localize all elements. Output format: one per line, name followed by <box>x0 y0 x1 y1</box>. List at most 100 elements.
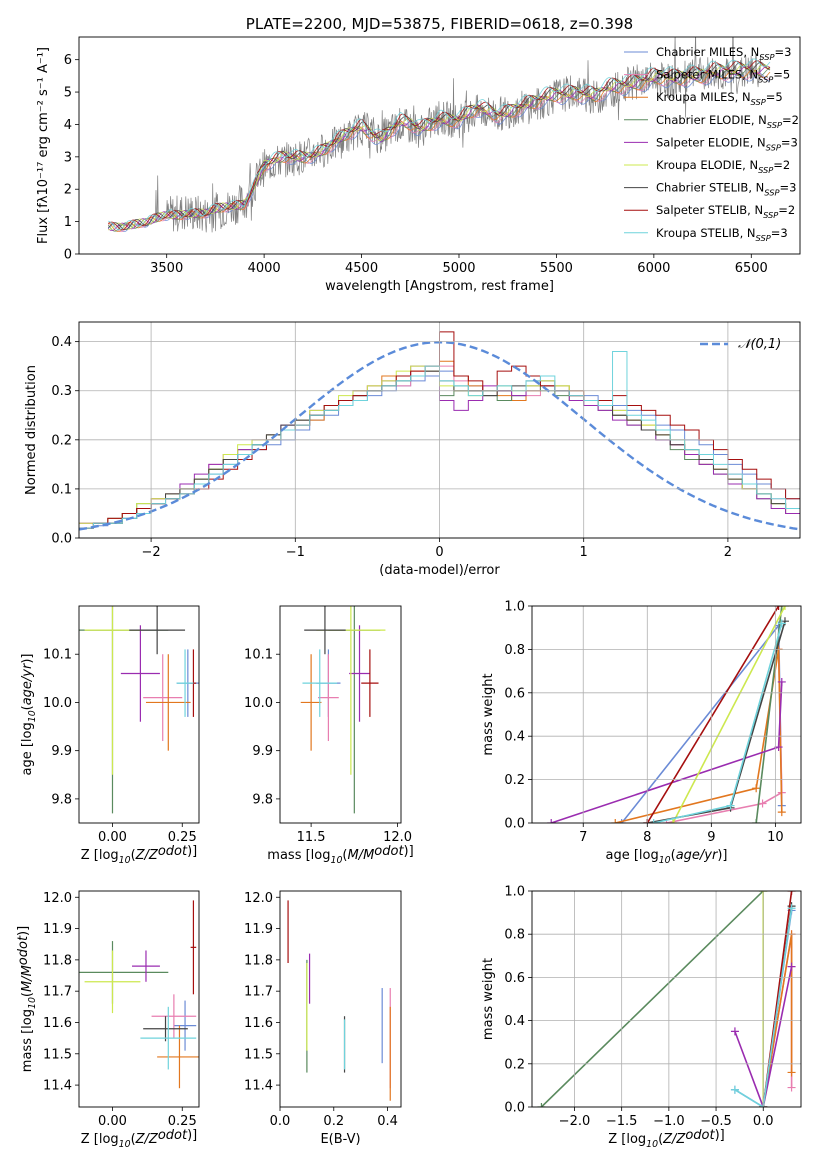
weight-marker <box>787 891 796 895</box>
y-tick-label: 3 <box>64 150 72 165</box>
panel-age_vs_Z: 0.00 0.25 9.8 9.9 10.0 10.1 Z [log10(Z/Zodot)]… <box>20 605 200 866</box>
y-tick-label: 10.0 <box>244 696 273 711</box>
x-tick-label: 10 <box>767 830 784 845</box>
weight-marker <box>774 743 783 752</box>
chart-title: PLATE=2200, MJD=53875, FIBERID=0618, z=0… <box>246 15 633 33</box>
weight-line <box>734 966 793 1107</box>
legend-entry: Salpeter STELIB, NSSP=2 <box>656 203 795 220</box>
x-tick-label: 5500 <box>540 261 573 276</box>
x-tick-label: 6000 <box>637 261 670 276</box>
y-tick-label: 1 <box>64 215 72 230</box>
y-tick-label: 10.1 <box>244 648 273 663</box>
x-tick-label: 3500 <box>150 261 183 276</box>
axes-frame <box>78 36 801 255</box>
plot-area <box>287 900 391 1101</box>
y-tick-label: 0.8 <box>504 643 525 658</box>
x-tick-label: 2 <box>724 545 732 560</box>
weight-marker <box>752 784 761 793</box>
y-tick-label: 0.6 <box>504 686 525 701</box>
y-tick-label: 0.3 <box>51 384 72 399</box>
x-tick-label: −0.5 <box>700 1114 732 1129</box>
x-tick-label: 0.00 <box>98 830 127 845</box>
weight-line <box>540 891 764 1107</box>
weight-marker <box>547 819 556 823</box>
weight-line <box>672 606 786 823</box>
panel-age_vs_Z-bg <box>79 606 199 823</box>
panel-massweight_vs_Z-bg <box>532 891 801 1107</box>
model-spectrum-line <box>107 61 771 231</box>
y-tick-label: 11.8 <box>43 953 72 968</box>
y-tick-label: 11.5 <box>244 1047 273 1062</box>
axes-frame <box>78 890 200 1108</box>
x-tick-label: 0 <box>435 545 443 560</box>
model-spectrum-line <box>107 65 771 232</box>
y-tick-label: 1.0 <box>504 600 525 615</box>
y-tick-label: 9.9 <box>252 744 273 759</box>
x-tick-label: 1 <box>580 545 588 560</box>
panel-massweight_vs_age: 7 8 9 10 0.0 0.2 0.4 0.6 0.8 1.0 age [log10(age/yr… <box>481 600 802 866</box>
y-tick-label: 0.1 <box>51 482 72 497</box>
y-tick-label: 6 <box>64 53 72 68</box>
x-tick-label: 12.0 <box>383 830 412 845</box>
legend-entry: Chabrier STELIB, NSSP=3 <box>656 181 796 198</box>
plot-area <box>107 37 771 233</box>
plot-area <box>547 606 789 823</box>
y-tick-label: 12.0 <box>43 891 72 906</box>
weight-line <box>646 606 780 823</box>
weight-marker <box>777 808 786 817</box>
x-tick-label: 11.5 <box>297 830 326 845</box>
y-tick-label: 10.0 <box>43 696 72 711</box>
y-tick-label: 0.4 <box>504 730 525 745</box>
axes-frame <box>531 890 802 1108</box>
weight-marker <box>774 606 783 610</box>
panel-mass_vs_Z: 0.00 0.25 11.4 11.5 11.6 11.7 11.8 11.9 12.0 Z [l… <box>16 890 200 1150</box>
y-tick-label: 0.0 <box>504 1101 525 1116</box>
panel-spectrum: Chabrier MILES, NSSP=3 Salpeter MILES, NS… <box>36 15 801 294</box>
legend-entry: Kroupa STELIB, NSSP=3 <box>656 226 788 243</box>
x-axis-label: Z [log10(Z/Zodot)] <box>81 1128 198 1150</box>
panel-residuals: 𝒩(0,1) −2 −1 0 1 2 0.0 0.1 0.2 0.3 0.4 (data-model)… <box>24 321 801 578</box>
y-axis-label: mass weight <box>481 958 496 1040</box>
x-tick-label: 0.0 <box>753 1114 774 1129</box>
x-tick-label: 0.2 <box>323 1114 344 1129</box>
y-tick-label: 0.2 <box>504 773 525 788</box>
y-tick-label: 0.0 <box>504 817 525 832</box>
y-tick-label: 11.5 <box>43 1047 72 1062</box>
y-tick-label: 9.8 <box>51 792 72 807</box>
weight-marker <box>777 606 786 610</box>
legend-entry: Chabrier ELODIE, NSSP=2 <box>656 113 799 130</box>
x-tick-label: 4000 <box>248 261 281 276</box>
y-tick-label: 11.6 <box>244 1016 273 1031</box>
y-tick-label: 9.8 <box>252 792 273 807</box>
x-tick-label: 4500 <box>345 261 378 276</box>
legend-entry: Chabrier MILES, NSSP=3 <box>656 45 791 62</box>
model-spectrum-line <box>108 58 771 231</box>
y-tick-label: 11.9 <box>244 922 273 937</box>
y-tick-label: 11.7 <box>43 985 72 1000</box>
x-tick-label: 0.25 <box>168 830 197 845</box>
legend-entry: Kroupa MILES, NSSP=5 <box>656 90 783 107</box>
y-tick-label: 0.2 <box>51 433 72 448</box>
panel-age_vs_mass-bg <box>280 606 401 823</box>
weight-marker <box>730 1085 739 1094</box>
y-tick-label: 12.0 <box>244 891 273 906</box>
x-tick-label: 0.0 <box>270 1114 291 1129</box>
weight-marker <box>787 1068 796 1077</box>
x-tick-label: −1 <box>286 545 305 560</box>
weight-line <box>755 606 783 823</box>
x-tick-label: 8 <box>643 830 651 845</box>
x-tick-label: 6500 <box>735 261 768 276</box>
plot-area <box>300 606 386 814</box>
x-tick-label: −1.0 <box>653 1114 685 1129</box>
axes-frame <box>279 890 402 1108</box>
axes-frame <box>78 605 200 824</box>
weight-marker <box>668 819 677 823</box>
x-tick-label: −2.0 <box>559 1114 591 1129</box>
x-tick-label: 0.4 <box>377 1114 398 1129</box>
y-tick-label: 11.6 <box>43 1016 72 1031</box>
y-tick-label: 11.4 <box>43 1079 72 1094</box>
x-tick-label: 5000 <box>442 261 475 276</box>
weight-marker <box>537 1103 546 1107</box>
y-tick-label: 0.6 <box>504 971 525 986</box>
